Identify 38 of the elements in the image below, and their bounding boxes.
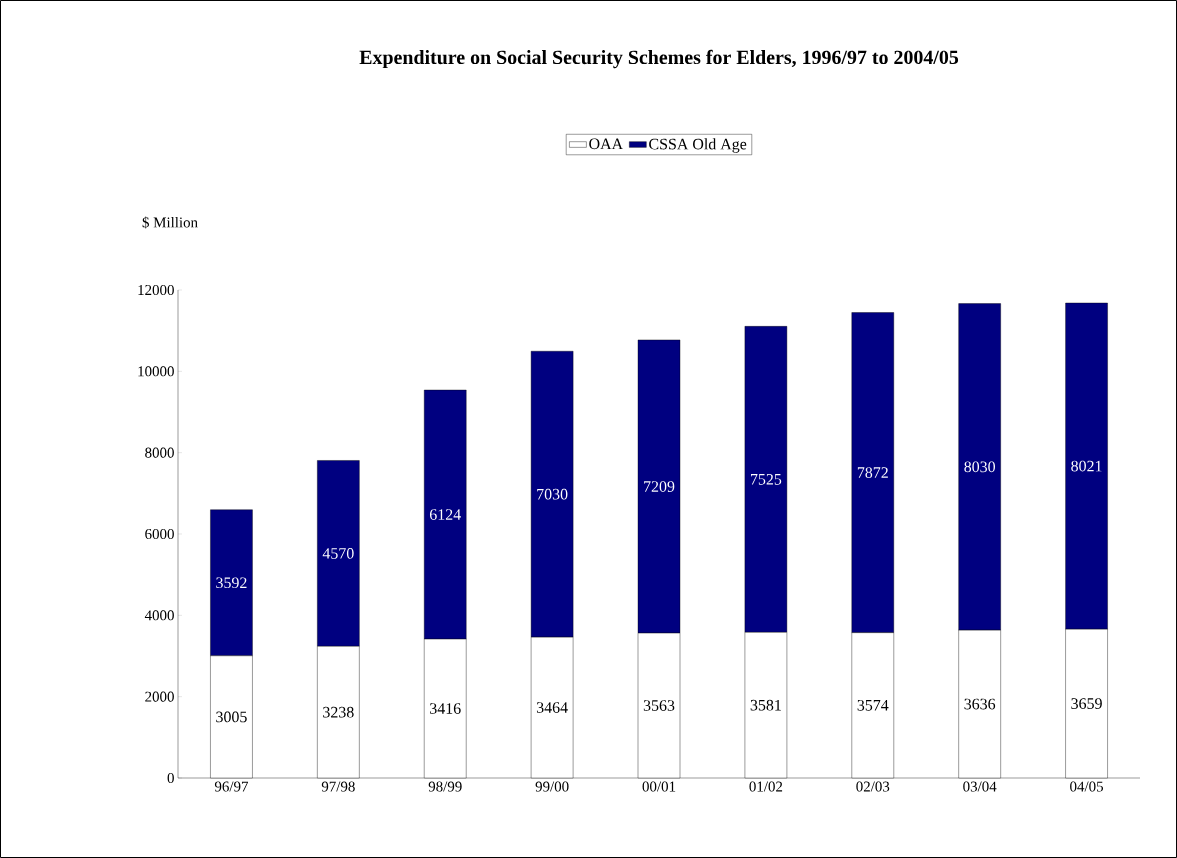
legend-label: CSSA Old Age [649,138,747,153]
x-tick-label: 02/03 [856,781,890,792]
x-tick-label: 03/04 [963,781,997,792]
x-tick-label: 04/05 [1070,781,1104,792]
data-label: 7525 [751,474,782,485]
y-tick-label: 6000 [145,528,174,540]
y-tick-label: 12000 [138,284,174,296]
y-tick-label: 8000 [145,447,174,458]
x-tick-label: 99/00 [535,781,569,792]
chart-title: Expenditure on Social Security Schemes for Elders, 1996/97 to 2004/05 [359,49,959,69]
data-label: 8021 [1071,460,1102,472]
data-label: 3416 [430,703,461,714]
data-label: 8030 [964,461,995,473]
data-label: 3574 [857,699,889,711]
data-label: 3659 [1071,698,1102,709]
data-label: 3592 [216,577,247,589]
data-label: 3238 [323,706,354,718]
data-label: 3005 [216,711,247,723]
data-label: 7872 [857,467,888,478]
data-label: 4570 [322,548,354,559]
data-label: 3581 [750,699,781,711]
y-tick-label: 0 [167,772,174,784]
data-label: 7209 [644,481,675,492]
data-label: 3464 [536,702,568,713]
x-tick-label: 96/97 [214,781,249,792]
x-tick-label: 97/98 [321,781,355,792]
data-label: 7030 [537,488,568,500]
data-label: 6124 [429,509,461,520]
legend-label: OAA [589,138,623,150]
y-tick-label: 4000 [144,610,174,621]
x-tick-label: 98/99 [428,781,462,792]
y-axis-title: $ Million [142,216,198,229]
x-tick-label: 00/01 [642,781,676,792]
y-tick-label: 10000 [138,366,174,377]
data-label: 3636 [964,698,996,710]
x-tick-label: 01/02 [749,781,783,792]
y-tick-label: 2000 [145,691,174,702]
data-label: 3563 [643,700,675,711]
